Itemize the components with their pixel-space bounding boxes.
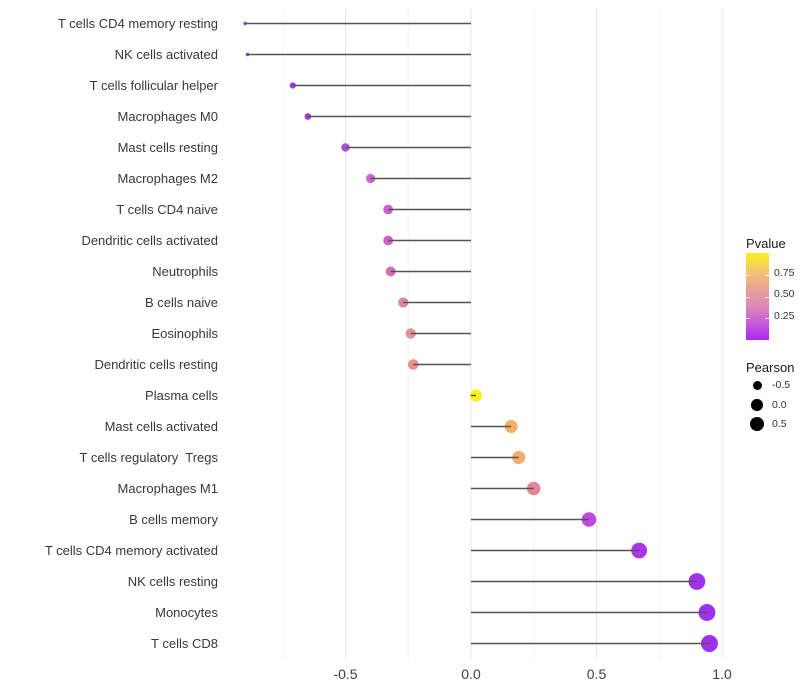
lollipop-dot (504, 420, 518, 433)
y-axis-label: Eosinophils (151, 325, 219, 341)
y-axis-label: T cells CD8 (151, 635, 218, 651)
y-axis-label: NK cells activated (114, 46, 218, 62)
pvalue-colorbar-tick-label: 0.25 (774, 310, 795, 322)
y-axis-label: T cells CD4 memory resting (57, 15, 218, 31)
y-axis-label: Plasma cells (145, 387, 218, 403)
legend-pearson-title: Pearson (746, 360, 795, 375)
x-axis-tick-label: -0.5 (333, 666, 358, 682)
pearson-size-dot (749, 416, 765, 432)
y-axis-label: Neutrophils (152, 263, 218, 279)
y-axis-label: T cells regulatory Tregs (79, 449, 218, 465)
legend-pvalue: Pvalue 0.75 0.50 0.25 (746, 236, 800, 356)
pearson-size-label: 0.0 (772, 399, 787, 411)
pearson-size-label: -0.5 (772, 379, 791, 391)
y-axis-label: B cells memory (129, 511, 218, 527)
y-axis-label: B cells naive (145, 294, 218, 310)
y-axis-label: T cells follicular helper (89, 77, 218, 93)
pvalue-colorbar-tick (746, 318, 750, 319)
y-axis-label: Dendritic cells resting (94, 356, 218, 372)
y-axis-label: Mast cells resting (117, 139, 218, 155)
pvalue-colorbar-tick-label: 0.75 (774, 267, 795, 279)
y-axis-label: T cells CD4 naive (116, 201, 218, 217)
pvalue-colorbar-tick (765, 318, 769, 319)
pearson-size-dot (752, 380, 762, 390)
y-axis-label: Macrophages M2 (117, 170, 218, 186)
pvalue-colorbar-tick (746, 275, 750, 276)
pvalue-colorbar-tick (746, 297, 750, 298)
x-axis-tick-label: 0.5 (586, 666, 607, 682)
pearson-size-label: 0.5 (772, 418, 787, 430)
lollipop-dot (512, 450, 526, 465)
x-axis-tick-label: 0.0 (461, 666, 481, 682)
y-axis-label: Monocytes (155, 604, 218, 620)
x-axis-tick-label: 1.0 (712, 666, 732, 682)
pvalue-colorbar (746, 253, 769, 340)
pearson-size-dot (751, 399, 763, 411)
pvalue-colorbar-tick (765, 275, 769, 276)
pvalue-colorbar-tick-label: 0.50 (774, 288, 795, 300)
y-axis-label: T cells CD4 memory activated (44, 542, 218, 558)
y-axis-label: NK cells resting (127, 573, 218, 589)
pvalue-colorbar-tick (765, 297, 769, 298)
y-axis-label: Macrophages M0 (117, 108, 218, 124)
y-axis-label: Mast cells activated (104, 418, 218, 434)
legend-pvalue-title: Pvalue (746, 236, 786, 251)
y-axis-label: Macrophages M1 (117, 480, 218, 496)
y-axis-label: Dendritic cells activated (81, 232, 218, 248)
legend-pearson: Pearson -0.5 0.0 0.5 (746, 360, 800, 440)
